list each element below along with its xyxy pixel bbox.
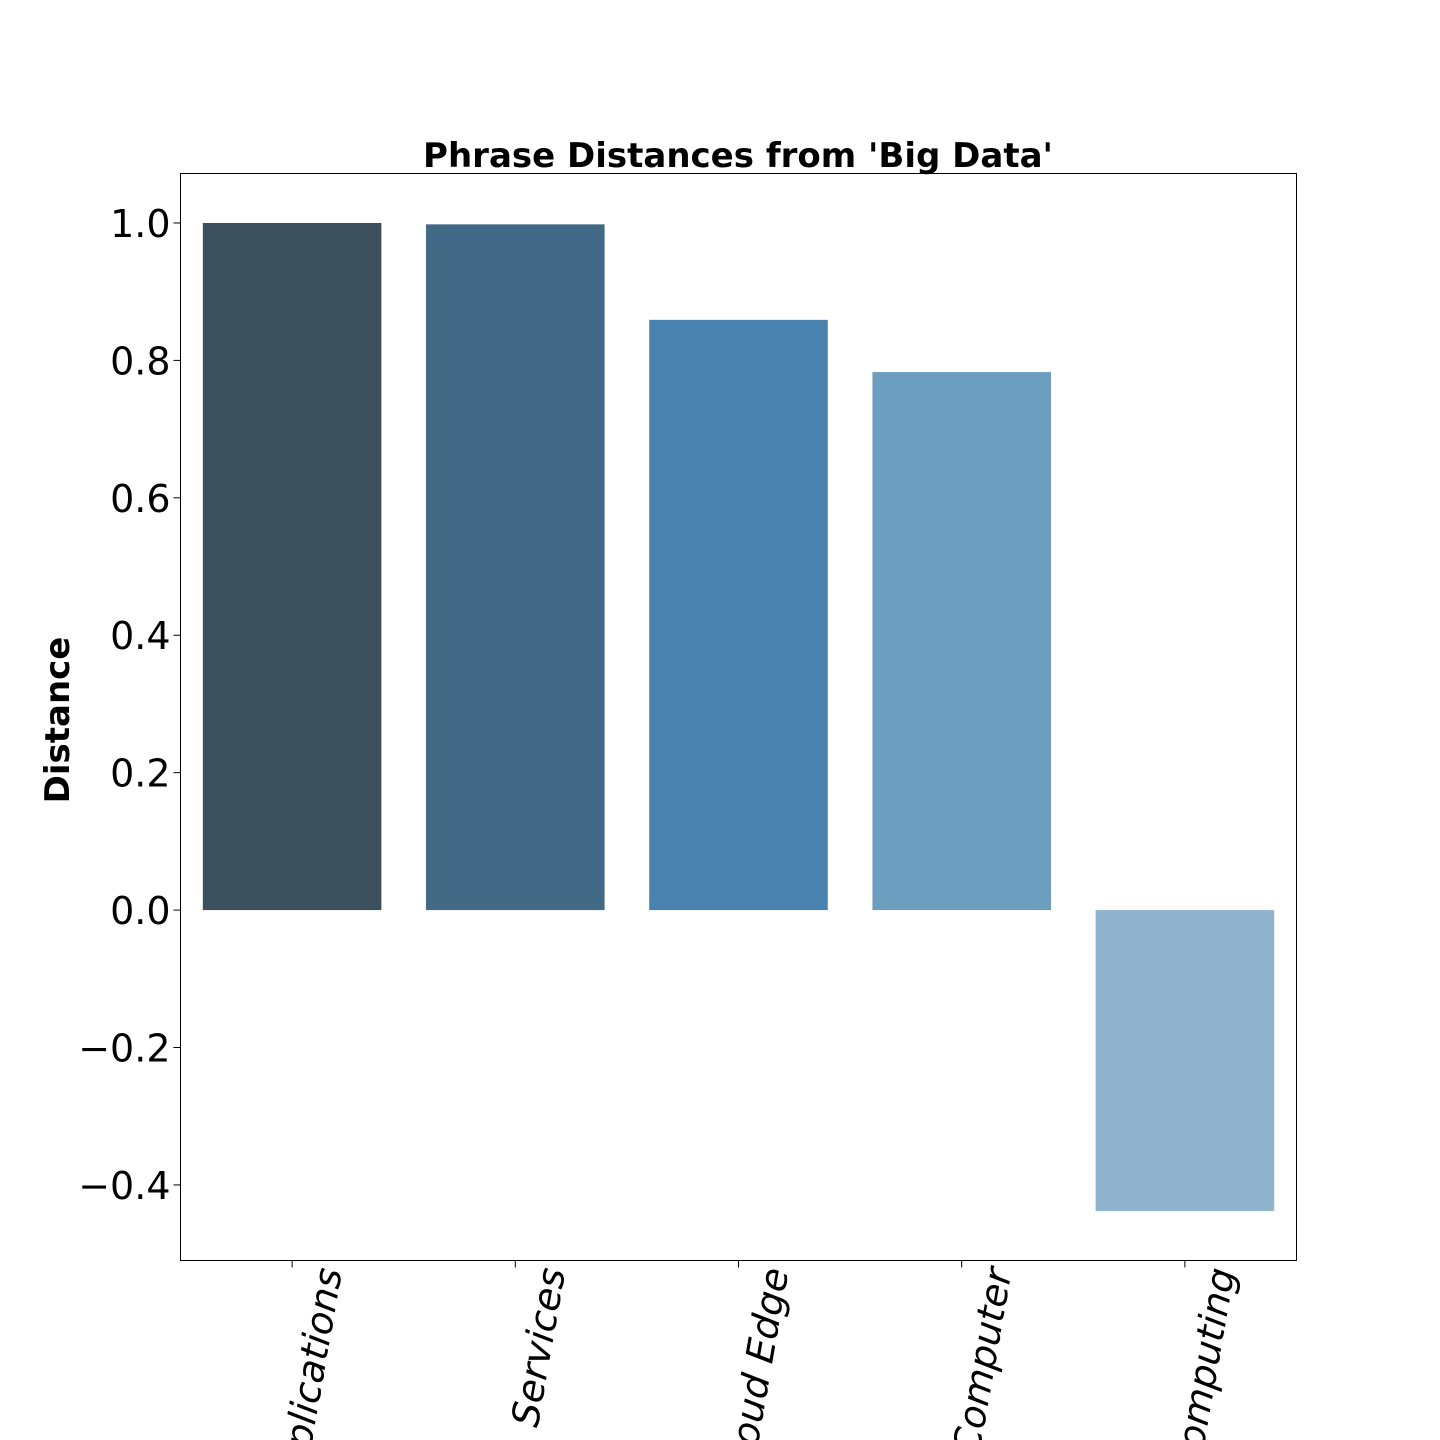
chart-title: Phrase Distances from 'Big Data' — [423, 136, 1053, 176]
bar-3 — [872, 372, 1051, 911]
y-tick-label: −0.4 — [78, 1164, 170, 1208]
x-tick-label: Computer — [944, 1262, 1021, 1440]
bar-4 — [1095, 910, 1275, 1212]
x-tick-label: Cloud Edge — [716, 1264, 797, 1440]
y-tick-label: 0.4 — [110, 614, 170, 658]
x-tick-label: Applications — [267, 1264, 351, 1440]
bar-2 — [649, 319, 828, 911]
y-tick-label: 0.2 — [110, 752, 170, 796]
plot-frame — [180, 173, 1297, 1261]
x-tick-label: Computing — [1164, 1264, 1244, 1440]
y-tick-label: 0.8 — [110, 339, 170, 383]
y-tick-label: −0.2 — [78, 1026, 170, 1070]
bar-1 — [426, 224, 605, 911]
y-tick-label: 0.0 — [110, 889, 170, 933]
y-tick-label: 1.0 — [110, 202, 170, 246]
y-axis-label: Distance — [38, 637, 78, 804]
y-tick-label: 0.6 — [110, 477, 170, 521]
bar-0 — [202, 222, 382, 911]
y-axis: −0.4 −0.2 0.0 0.2 0.4 0.6 0.8 1.0 — [78, 202, 181, 1208]
bars-group — [202, 222, 1275, 1212]
x-axis: Applications Services Cloud Edge Computer Co… — [267, 1260, 1244, 1440]
x-tick-label: Services — [503, 1264, 574, 1429]
